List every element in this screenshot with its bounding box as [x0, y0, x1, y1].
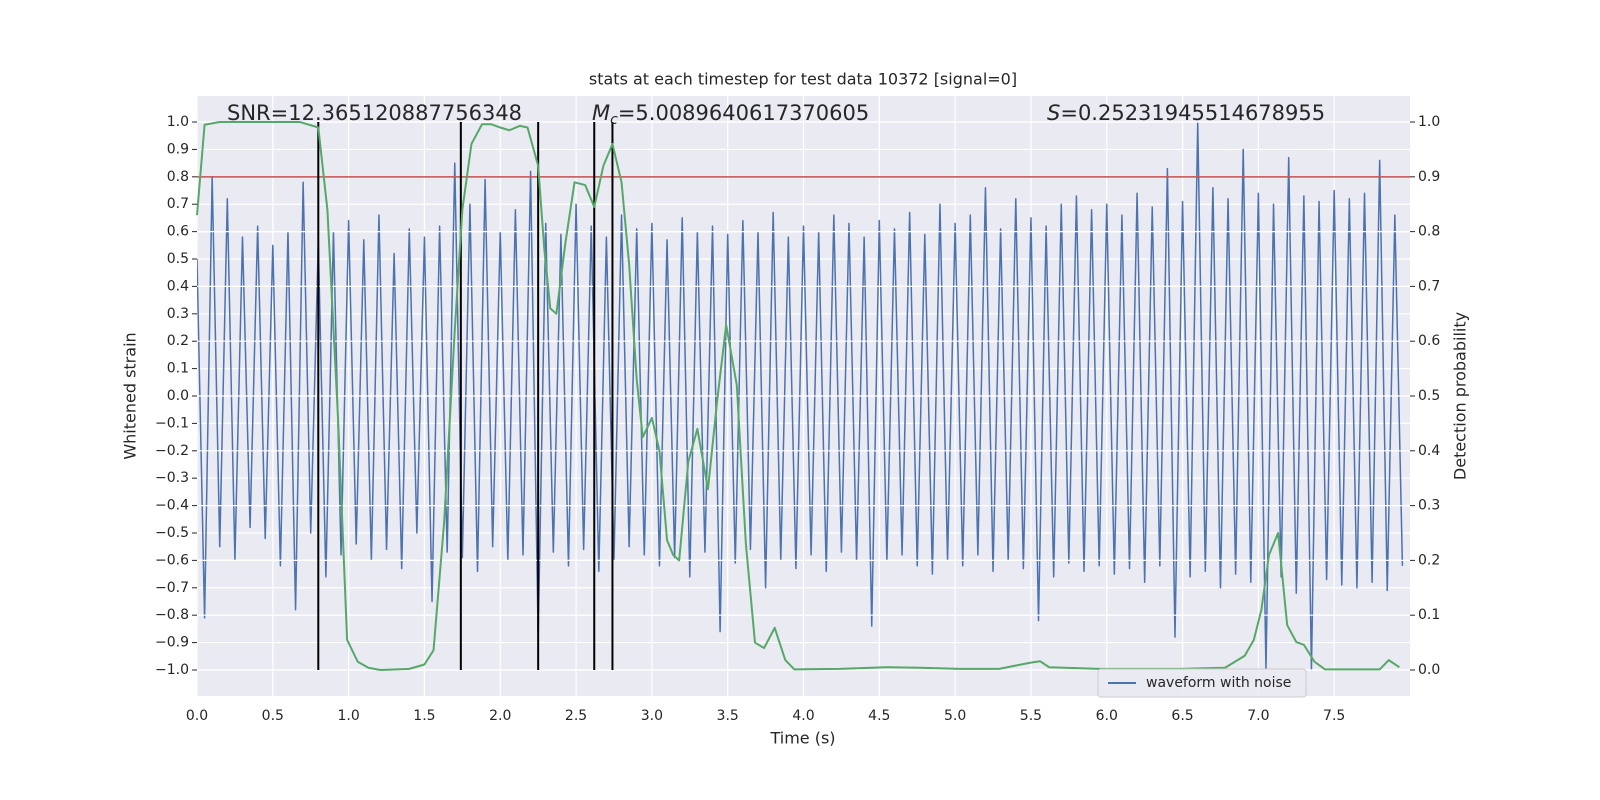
x-tick-label: 6.5: [1171, 708, 1193, 724]
y2-tick-label: 0.0: [1418, 662, 1440, 678]
y2-tick-label: 1.0: [1418, 114, 1440, 130]
annotation-subscript: c: [610, 112, 618, 128]
x-tick-label: 5.0: [944, 708, 966, 724]
y2-tick-label: 0.7: [1418, 278, 1440, 294]
annotation: S=0.25231945514678955: [1047, 101, 1325, 125]
y-tick-label: −0.4: [155, 498, 189, 514]
y-tick-label: −0.1: [155, 415, 189, 431]
y-tick-label: −1.0: [155, 662, 189, 678]
y-tick-label: −0.9: [155, 635, 189, 651]
y-tick-label: −0.3: [155, 470, 189, 486]
y-tick-label: 0.8: [167, 169, 189, 185]
y-axis-label: Whitened strain: [121, 332, 140, 459]
y-tick-label: −0.5: [155, 525, 189, 541]
annotation: SNR=12.365120887756348: [227, 101, 522, 125]
y-tick-label: −0.2: [155, 443, 189, 459]
annotation-text: =5.0089640617370605: [618, 101, 869, 125]
y-tick-label: 0.2: [167, 333, 189, 349]
x-tick-label: 7.0: [1247, 708, 1269, 724]
y2-tick-label: 0.3: [1418, 498, 1440, 514]
y-tick-label: 0.1: [167, 361, 189, 377]
y2-tick-label: 0.9: [1418, 169, 1440, 185]
x-tick-label: 2.5: [565, 708, 587, 724]
series-line: [196, 121, 1400, 671]
y2-axis-label: Detection probability: [1451, 312, 1470, 480]
annotation-text: =0.25231945514678955: [1060, 101, 1325, 125]
y-tick-label: −0.8: [155, 607, 189, 623]
y-tick-label: 0.4: [167, 278, 189, 294]
y2-tick-label: 0.4: [1418, 443, 1440, 459]
x-tick-label: 5.5: [1020, 708, 1042, 724]
x-tick-label: 1.5: [413, 708, 435, 724]
x-tick-label: 4.0: [792, 708, 814, 724]
x-tick-label: 7.5: [1323, 708, 1345, 724]
y-tick-label: 1.0: [167, 114, 189, 130]
y-tick-label: 0.7: [167, 196, 189, 212]
y-tick-label: −0.7: [155, 580, 189, 596]
x-tick-label: 1.0: [337, 708, 359, 724]
y2-tick-label: 0.5: [1418, 388, 1440, 404]
series-line: [197, 121, 1404, 671]
annotation: Mc=5.0089640617370605: [592, 101, 869, 128]
x-axis-label: Time (s): [769, 729, 835, 748]
annotation-text: SNR=12.365120887756348: [227, 101, 522, 125]
y2-tick-label: 0.8: [1418, 224, 1440, 240]
y-tick-label: 0.5: [167, 251, 189, 267]
x-tick-label: 4.5: [868, 708, 890, 724]
annotation-symbol: S: [1047, 101, 1060, 125]
x-tick-label: 3.0: [641, 708, 663, 724]
x-tick-label: 6.0: [1096, 708, 1118, 724]
y-tick-label: 0.6: [167, 224, 189, 240]
y2-tick-label: 0.1: [1418, 607, 1440, 623]
x-tick-label: 2.0: [489, 708, 511, 724]
y-tick-label: 0.9: [167, 141, 189, 157]
y-tick-label: 0.0: [167, 388, 189, 404]
y2-tick-label: 0.2: [1418, 552, 1440, 568]
y-tick-label: −0.6: [155, 552, 189, 568]
x-tick-label: 3.5: [717, 708, 739, 724]
chart-title: stats at each timestep for test data 103…: [589, 70, 1017, 89]
y-tick-label: 0.3: [167, 306, 189, 322]
y2-tick-label: 0.6: [1418, 333, 1440, 349]
legend-label: waveform with noise: [1146, 675, 1291, 691]
x-tick-label: 0.0: [186, 708, 208, 724]
annotation-symbol: M: [592, 101, 610, 125]
x-tick-label: 0.5: [262, 708, 284, 724]
legend-box: [1097, 668, 1307, 698]
